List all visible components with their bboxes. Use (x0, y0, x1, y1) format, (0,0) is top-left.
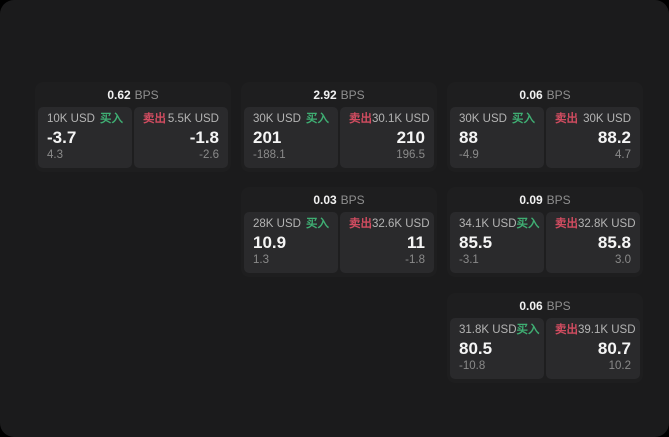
bps-header: 0.03 BPS (244, 187, 434, 212)
bps-header: 0.62 BPS (38, 82, 228, 107)
buy-amount: 10K USD (47, 113, 95, 125)
sell-delta: 3.0 (615, 253, 631, 266)
sell-panel[interactable]: 卖出 39.1K USD 80.7 10.2 (546, 318, 640, 379)
buy-price: 201 (253, 128, 282, 147)
buy-amount: 34.1K USD (459, 218, 517, 230)
sell-panel[interactable]: 卖出 32.8K USD 85.8 3.0 (546, 212, 640, 273)
sell-amount: 30.1K USD (372, 113, 430, 125)
buy-price: 88 (459, 128, 478, 147)
bps-value: 0.06 (519, 87, 543, 102)
sell-badge: 卖出 (555, 218, 578, 230)
buy-delta: -3.1 (459, 253, 479, 266)
bps-unit-label: BPS (134, 87, 159, 102)
bps-header: 0.06 BPS (450, 293, 640, 318)
bps-unit-label: BPS (340, 87, 365, 102)
sell-amount: 5.5K USD (167, 113, 219, 125)
sell-panel[interactable]: 卖出 32.6K USD 11 -1.8 (340, 212, 434, 273)
sell-delta: -1.8 (405, 253, 425, 266)
buy-delta: -4.9 (459, 148, 479, 161)
buy-delta: -188.1 (253, 148, 286, 161)
buy-badge: 买入 (100, 113, 123, 125)
bps-value: 0.03 (313, 192, 337, 207)
buy-badge: 买入 (516, 218, 540, 230)
buy-price: 85.5 (459, 233, 493, 252)
buy-amount: 30K USD (459, 113, 507, 125)
quote-card: 0.03 BPS 28K USD 买入 10.9 1.3 卖出 32.6K US… (241, 187, 437, 277)
buy-badge: 买入 (306, 218, 329, 230)
sell-price: 85.8 (597, 233, 631, 252)
bps-value: 2.92 (313, 87, 337, 102)
quote-card: 0.62 BPS 10K USD 买入 -3.7 4.3 卖出 5.5K USD… (35, 82, 231, 172)
bps-header: 0.06 BPS (450, 82, 640, 107)
bps-header: 2.92 BPS (244, 82, 434, 107)
sell-price: 210 (396, 128, 425, 147)
sell-price: 88.2 (597, 128, 631, 147)
bps-unit-label: BPS (546, 192, 571, 207)
bps-unit-label: BPS (546, 87, 571, 102)
buy-amount: 30K USD (253, 113, 301, 125)
sell-price: 11 (407, 233, 425, 252)
quote-card: 0.06 BPS 30K USD 买入 88 -4.9 卖出 30K USD 8… (447, 82, 643, 172)
sell-amount: 32.6K USD (372, 218, 430, 230)
quote-card: 0.06 BPS 31.8K USD 买入 80.5 -10.8 卖出 39.1… (447, 293, 643, 383)
bps-value: 0.06 (519, 298, 543, 313)
buy-price: 10.9 (253, 233, 287, 252)
sell-price: 80.7 (597, 339, 631, 358)
buy-delta: 1.3 (253, 253, 269, 266)
sell-panel[interactable]: 卖出 30.1K USD 210 196.5 (340, 107, 434, 168)
sell-price: -1.8 (189, 128, 219, 147)
buy-panel[interactable]: 10K USD 买入 -3.7 4.3 (38, 107, 132, 168)
buy-badge: 买入 (516, 324, 540, 336)
buy-panel[interactable]: 34.1K USD 买入 85.5 -3.1 (450, 212, 544, 273)
buy-amount: 28K USD (253, 218, 301, 230)
bps-unit-label: BPS (546, 298, 571, 313)
bps-value: 0.62 (107, 87, 131, 102)
quote-card: 2.92 BPS 30K USD 买入 201 -188.1 卖出 30.1K … (241, 82, 437, 172)
buy-price: 80.5 (459, 339, 493, 358)
sell-delta: 4.7 (615, 148, 631, 161)
sell-badge: 卖出 (143, 113, 166, 125)
sell-delta: -2.6 (199, 148, 219, 161)
sell-badge: 卖出 (349, 218, 372, 230)
buy-price: -3.7 (47, 128, 77, 147)
bps-unit-label: BPS (340, 192, 365, 207)
buy-panel[interactable]: 30K USD 买入 88 -4.9 (450, 107, 544, 168)
buy-panel[interactable]: 28K USD 买入 10.9 1.3 (244, 212, 338, 273)
quote-card: 0.09 BPS 34.1K USD 买入 85.5 -3.1 卖出 32.8K… (447, 187, 643, 277)
buy-panel[interactable]: 30K USD 买入 201 -188.1 (244, 107, 338, 168)
sell-amount: 39.1K USD (578, 324, 636, 336)
sell-badge: 卖出 (349, 113, 372, 125)
sell-amount: 32.8K USD (578, 218, 636, 230)
buy-delta: -10.8 (459, 359, 486, 372)
buy-amount: 31.8K USD (459, 324, 517, 336)
sell-delta: 10.2 (608, 359, 631, 372)
sell-delta: 196.5 (396, 148, 425, 161)
bps-header: 0.09 BPS (450, 187, 640, 212)
sell-panel[interactable]: 卖出 30K USD 88.2 4.7 (546, 107, 640, 168)
buy-delta: 4.3 (47, 148, 63, 161)
buy-badge: 买入 (512, 113, 535, 125)
buy-badge: 买入 (306, 113, 329, 125)
sell-badge: 卖出 (555, 324, 578, 336)
bps-value: 0.09 (519, 192, 543, 207)
sell-badge: 卖出 (555, 113, 578, 125)
sell-panel[interactable]: 卖出 5.5K USD -1.8 -2.6 (134, 107, 228, 168)
buy-panel[interactable]: 31.8K USD 买入 80.5 -10.8 (450, 318, 544, 379)
sell-amount: 30K USD (583, 113, 631, 125)
